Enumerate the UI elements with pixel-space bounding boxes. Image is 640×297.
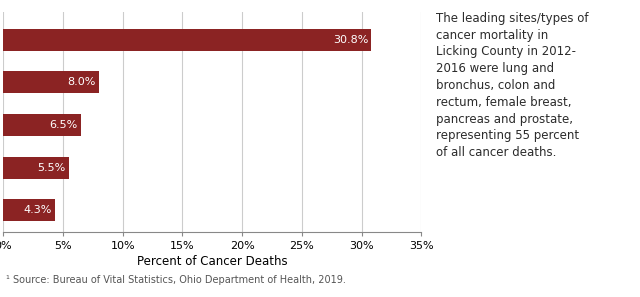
Bar [3, 199, 54, 222]
Text: 5.5%: 5.5% [38, 163, 66, 173]
Text: 4.3%: 4.3% [23, 205, 52, 215]
Text: The leading sites/types of
cancer mortality in
Licking County in 2012-
2016 were: The leading sites/types of cancer mortal… [436, 12, 589, 159]
Text: ¹ Source: Bureau of Vital Statistics, Ohio Department of Health, 2019.: ¹ Source: Bureau of Vital Statistics, Oh… [6, 275, 346, 285]
Text: 6.5%: 6.5% [50, 120, 78, 130]
Text: 8.0%: 8.0% [67, 77, 96, 87]
Bar [3, 157, 69, 179]
X-axis label: Percent of Cancer Deaths: Percent of Cancer Deaths [137, 255, 287, 268]
Bar [3, 114, 81, 136]
Text: 30.8%: 30.8% [333, 35, 368, 45]
Bar [3, 29, 371, 51]
Bar [3, 71, 99, 93]
